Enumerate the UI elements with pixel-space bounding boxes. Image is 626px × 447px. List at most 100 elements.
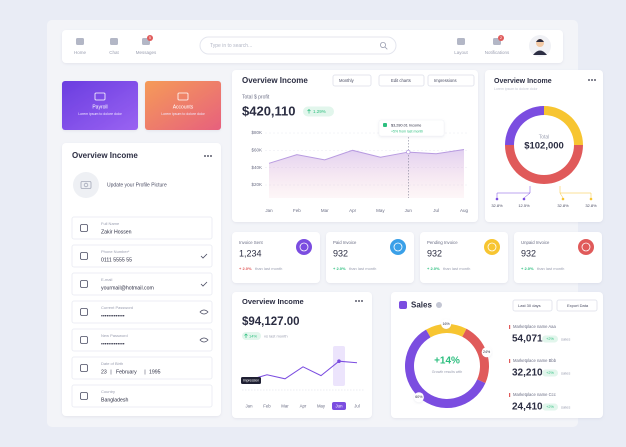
badge: [498, 35, 504, 41]
menu-dot[interactable]: [361, 300, 363, 302]
tooltip-label: Impression: [243, 379, 259, 383]
market-change: +2%: [546, 371, 554, 375]
market-value: 32,210: [512, 368, 543, 379]
form-field[interactable]: [71, 300, 213, 324]
photo-prompt: Update your Profile Picture: [107, 182, 167, 188]
change-pill: [242, 332, 261, 340]
nav-item[interactable]: Notifications: [485, 50, 510, 55]
selected-pill[interactable]: [332, 402, 346, 410]
field-icon: [80, 280, 88, 288]
search-icon: [379, 42, 386, 49]
x-tick-label[interactable]: Feb: [263, 403, 271, 408]
market-marker: [509, 393, 511, 397]
quick-card[interactable]: [62, 81, 138, 130]
x-tick-label[interactable]: Jul: [354, 403, 360, 408]
photo-placeholder[interactable]: [73, 172, 99, 198]
dropdown[interactable]: [332, 74, 372, 87]
menu-dot[interactable]: [207, 155, 209, 157]
menu-dot[interactable]: [204, 155, 206, 157]
menu-dot[interactable]: [594, 79, 596, 81]
donut-segment: [505, 106, 544, 145]
invoice-icon[interactable]: [296, 239, 312, 255]
field-value: yourmail@hotmail.com: [101, 285, 154, 291]
menu-dot[interactable]: [210, 155, 212, 157]
nav-item[interactable]: Messages: [136, 50, 157, 55]
dropdown[interactable]: [378, 74, 425, 87]
market-name: Marketplace name Bbb: [513, 358, 557, 363]
donut-segment: [505, 145, 583, 184]
card-title: Overview Income: [242, 297, 304, 306]
eye-icon[interactable]: [199, 309, 209, 315]
quick-card[interactable]: [145, 81, 221, 130]
menu-dot[interactable]: [591, 79, 593, 81]
invoice-icon-ring: [393, 242, 403, 252]
invoice-change: + 2.0%: [239, 266, 252, 271]
nav-icon[interactable]: [76, 38, 84, 45]
field-label: E-mail: [101, 277, 112, 282]
card-title: Sales: [411, 301, 432, 310]
info-icon[interactable]: [436, 302, 442, 308]
center-value: $102,000: [524, 141, 564, 152]
value-label: 60%: [415, 395, 423, 399]
market-value: 24,410: [512, 402, 543, 413]
form-field[interactable]: [71, 384, 213, 408]
dropdown[interactable]: [512, 299, 553, 312]
dropdown-label: Impressions: [434, 78, 457, 83]
field-icon: [80, 336, 88, 344]
x-tick-label[interactable]: May: [317, 403, 326, 408]
tooltip-icon: [383, 123, 387, 127]
nav-icon[interactable]: [457, 38, 465, 45]
dropdown[interactable]: [427, 74, 475, 87]
invoice-change: + 2.0%: [427, 266, 440, 271]
center-label: Total: [539, 134, 550, 140]
form-field[interactable]: [71, 244, 213, 268]
camera-icon: [80, 181, 92, 189]
form-field[interactable]: [71, 356, 213, 380]
dropdown-label: Monthly: [339, 78, 355, 83]
invoice-title: Unpaid Invoice: [521, 240, 550, 245]
donut-segment: [426, 324, 467, 338]
field-value: •••••••••••••: [101, 313, 125, 319]
form-field[interactable]: [71, 328, 213, 352]
search-placeholder: Type in to search...: [210, 43, 252, 49]
invoice-value: 932: [427, 248, 442, 258]
field-icon: [80, 224, 88, 232]
value-label-bg: [441, 319, 452, 330]
nav-icon[interactable]: [110, 38, 118, 45]
menu-dot[interactable]: [588, 79, 590, 81]
field-icon: [80, 364, 88, 372]
eye-icon[interactable]: [199, 337, 209, 343]
x-tick-label[interactable]: Jun: [336, 403, 344, 408]
invoice-change: + 2.0%: [333, 266, 346, 271]
x-tick-label[interactable]: Apr: [300, 403, 307, 408]
card-icon: [94, 92, 106, 101]
form-field[interactable]: [71, 272, 213, 296]
market-name: Marketplace name Aaa: [513, 324, 557, 329]
invoice-value: 1,234: [239, 248, 262, 258]
menu-dot[interactable]: [355, 300, 357, 302]
nav-item[interactable]: Chat: [109, 50, 119, 55]
x-tick-label[interactable]: Jan: [246, 403, 254, 408]
market-marker: [509, 359, 511, 363]
export-button[interactable]: [556, 299, 598, 312]
invoice-icon[interactable]: [390, 239, 406, 255]
invoice-icon[interactable]: [578, 239, 594, 255]
invoice-icon[interactable]: [484, 239, 500, 255]
x-tick-label: Aug: [460, 208, 469, 213]
x-tick-label: Mar: [321, 208, 329, 213]
nav-item[interactable]: Home: [74, 50, 87, 55]
callout-dot: [589, 197, 593, 201]
callout-dot: [495, 197, 499, 201]
hover-point: [406, 149, 411, 155]
value-label-bg: [481, 347, 492, 358]
tooltip: [378, 119, 445, 137]
nav-item[interactable]: Layout: [454, 50, 468, 55]
menu-dot[interactable]: [358, 300, 360, 302]
field-icon: [80, 252, 88, 260]
total-value: $420,110: [242, 103, 296, 118]
form-field[interactable]: [71, 216, 213, 240]
x-tick-label[interactable]: Mar: [281, 403, 289, 408]
invoice-title: Paid Invoice: [333, 240, 357, 245]
search-box[interactable]: [199, 36, 397, 55]
change-pill: [542, 403, 558, 411]
